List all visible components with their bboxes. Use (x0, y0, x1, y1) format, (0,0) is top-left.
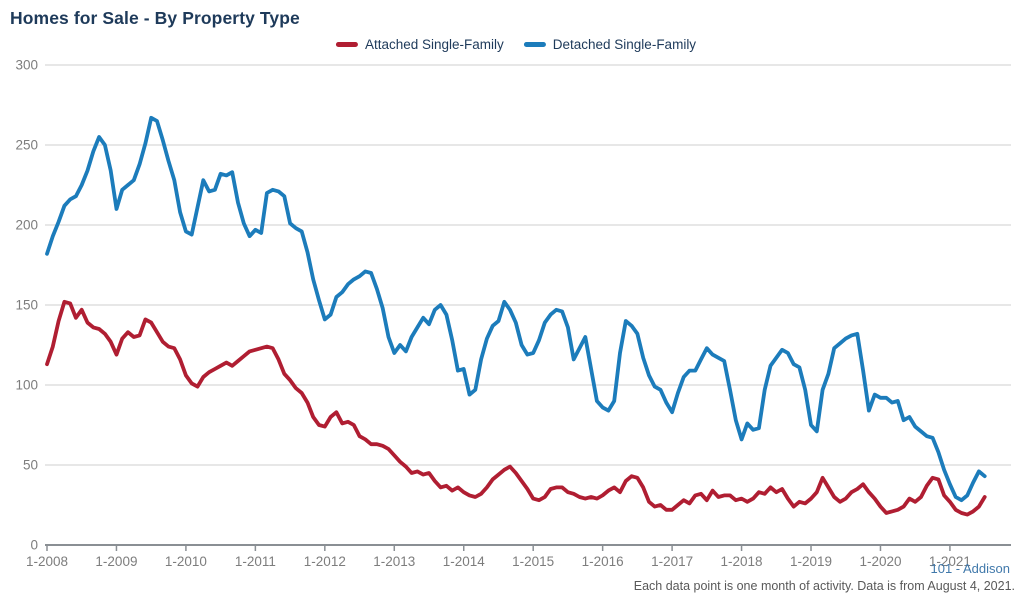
y-tick-label: 100 (15, 378, 38, 393)
source-link[interactable]: 101 - Addison (930, 561, 1010, 576)
x-tick-label: 1-2011 (235, 554, 276, 569)
legend-swatch-attached-icon (335, 42, 358, 47)
x-tick-label: 1-2014 (443, 554, 486, 569)
x-tick-label: 1-2021 (929, 554, 971, 569)
x-tick-label: 1-2015 (512, 554, 554, 569)
x-tick-label: 1-2010 (165, 554, 207, 569)
chart-legend: Attached Single-Family Detached Single-F… (335, 37, 697, 52)
y-tick-label: 150 (15, 298, 38, 313)
x-tick-label: 1-2013 (373, 554, 415, 569)
x-tick-label: 1-2008 (26, 554, 68, 569)
series-line-detached-single-family (45, 115, 987, 503)
legend-item-detached: Detached Single-Family (523, 37, 697, 52)
legend-item-attached: Attached Single-Family (335, 37, 504, 52)
x-tick-label: 1-2019 (790, 554, 832, 569)
legend-swatch-detached-icon (523, 42, 546, 47)
y-tick-label: 300 (15, 58, 38, 73)
x-tick-label: 1-2009 (95, 554, 137, 569)
y-tick-label: 0 (30, 538, 38, 553)
footnote: Each data point is one month of activity… (633, 579, 1015, 593)
x-tick-label: 1-2016 (582, 554, 624, 569)
legend-label-attached: Attached Single-Family (364, 37, 504, 52)
y-tick-label: 250 (15, 138, 38, 153)
x-tick-label: 1-2018 (721, 554, 763, 569)
x-tick-label: 1-2012 (304, 554, 346, 569)
series-line-attached-single-family (45, 299, 987, 517)
y-tick-label: 50 (23, 458, 38, 473)
page-title: Homes for Sale - By Property Type (10, 8, 300, 28)
y-tick-label: 200 (15, 218, 38, 233)
x-tick-label: 1-2017 (651, 554, 693, 569)
x-tick-label: 1-2020 (859, 554, 901, 569)
legend-label-detached: Detached Single-Family (552, 37, 697, 52)
